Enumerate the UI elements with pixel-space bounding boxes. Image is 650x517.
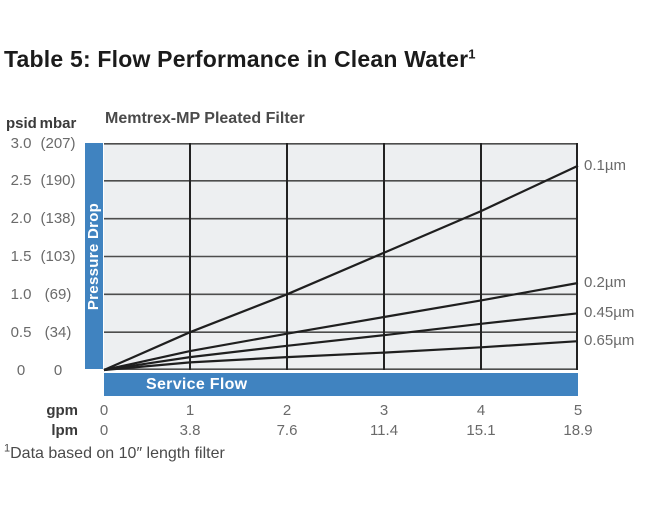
x-tick-lpm: 3.8 [179, 422, 201, 439]
x-tick-lpm: 0 [99, 422, 109, 439]
x-row-label-lpm: lpm [51, 422, 78, 439]
y-tick-psid: 2.5 [10, 172, 32, 190]
series-label-0.2um: 0.2µm [584, 273, 626, 291]
y-tick-psid: 2.0 [10, 210, 32, 228]
y-tick-mbar: (190) [40, 172, 76, 190]
chart-title: Memtrex-MP Pleated Filter [105, 110, 305, 127]
y-tick-row: 1.5 (103) [6, 248, 80, 265]
series-line-0.65um [103, 340, 579, 372]
y-tick-psid: 0.5 [10, 323, 32, 341]
plot-area [103, 143, 579, 372]
pressure-drop-label: Pressure Drop [85, 202, 103, 310]
x-row-label-gpm: gpm [46, 402, 78, 419]
x-tick-lpm: 7.6 [276, 422, 298, 439]
page-title: Table 5: Flow Performance in Clean Water… [4, 46, 476, 73]
pressure-drop-bar: Pressure Drop [85, 143, 103, 369]
y-tick-mbar: (69) [44, 285, 72, 303]
service-flow-bar: Service Flow [104, 373, 578, 396]
series-line-0.2um [103, 281, 579, 372]
y-tick-mbar: 0 [53, 361, 63, 379]
plot-svg [103, 143, 579, 372]
x-tick-gpm: 2 [282, 402, 292, 419]
y-tick-row: 2.5 (190) [6, 172, 80, 189]
y-tick-mbar: (138) [40, 210, 76, 228]
series-line-0.1um [103, 164, 579, 372]
y-tick-row: 2.0 (138) [6, 210, 80, 227]
y-axis-units-header: psid mbar [6, 115, 80, 132]
footnote-text: Data based on 10″ length filter [10, 445, 225, 462]
y-tick-psid: 1.0 [10, 285, 32, 303]
x-tick-lpm: 11.4 [369, 422, 399, 439]
y-tick-row: 1.0 (69) [6, 286, 80, 303]
x-tick-lpm: 15.1 [466, 422, 496, 439]
x-tick-gpm: 5 [573, 402, 583, 419]
series-label-0.45um: 0.45µm [584, 304, 635, 322]
y-tick-mbar: (103) [40, 248, 76, 265]
series-line-0.45um [103, 312, 579, 372]
y-tick-psid: 3.0 [10, 134, 32, 152]
page-title-footnote-ref: 1 [468, 46, 476, 62]
x-tick-gpm: 0 [99, 402, 109, 419]
x-tick-lpm: 18.9 [563, 422, 593, 439]
service-flow-label: Service Flow [146, 376, 248, 393]
y-tick-mbar: (207) [40, 134, 76, 152]
y-tick-mbar: (34) [44, 323, 72, 341]
mbar-unit-label: mbar [39, 115, 77, 132]
y-tick-row: 0.5 (34) [6, 324, 80, 341]
y-tick-psid: 0 [16, 361, 26, 379]
x-tick-gpm: 1 [185, 402, 195, 419]
y-tick-psid: 1.5 [10, 248, 32, 265]
psid-unit-label: psid [6, 115, 37, 132]
series-label-0.65um: 0.65µm [584, 332, 635, 350]
page-title-text: Table 5: Flow Performance in Clean Water [4, 46, 469, 72]
footnote-ref: 1 [4, 442, 11, 455]
x-tick-gpm: 4 [476, 402, 486, 419]
series-label-0.1um: 0.1µm [584, 156, 626, 174]
footnote: 1Data based on 10″ length filter [4, 442, 225, 463]
x-tick-gpm: 3 [379, 402, 389, 419]
y-tick-row: 3.0 (207) [6, 135, 80, 152]
